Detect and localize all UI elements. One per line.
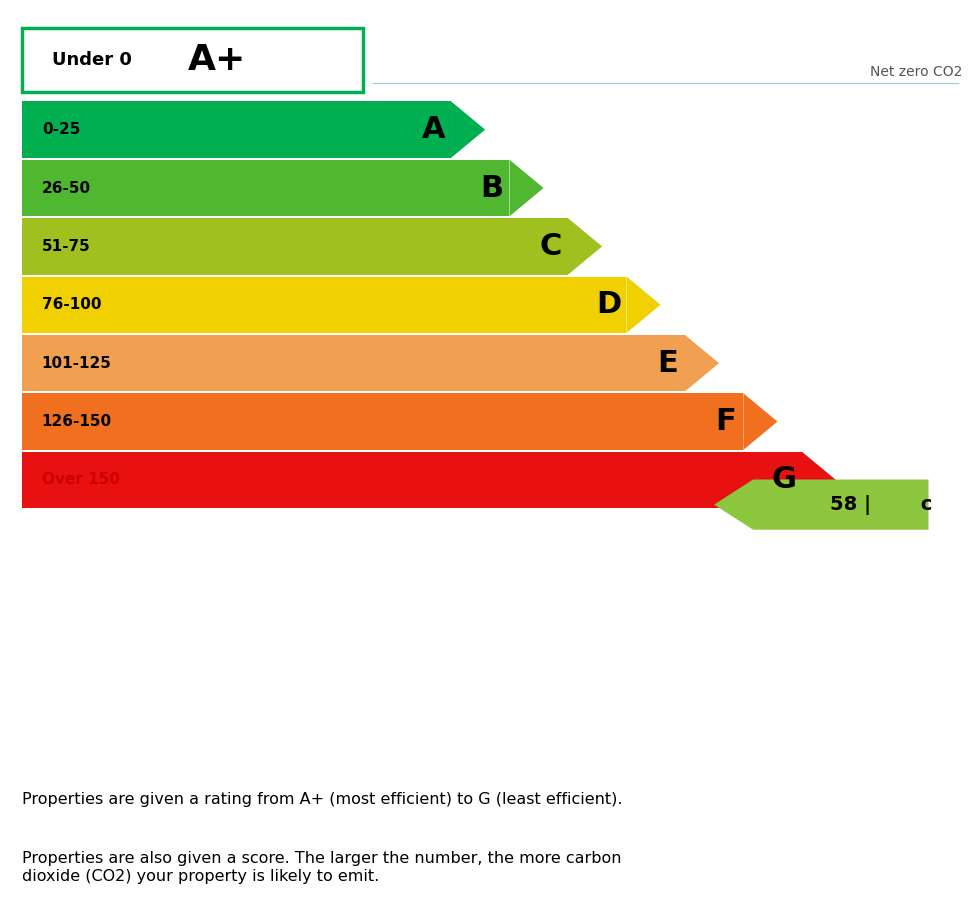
Text: 76-100: 76-100	[42, 297, 101, 312]
Text: Net zero CO2: Net zero CO2	[870, 64, 962, 79]
Text: 126-150: 126-150	[42, 414, 112, 429]
Polygon shape	[685, 335, 719, 391]
Text: C: C	[539, 232, 562, 261]
Polygon shape	[714, 479, 928, 530]
Text: Over 150: Over 150	[42, 473, 120, 487]
Text: 58 |: 58 |	[830, 495, 871, 515]
Polygon shape	[802, 452, 836, 509]
Bar	[23, 452, 802, 509]
Text: D: D	[596, 290, 621, 319]
Text: 51-75: 51-75	[42, 239, 90, 254]
Polygon shape	[451, 101, 485, 158]
Polygon shape	[626, 276, 661, 333]
Bar	[23, 335, 685, 391]
Polygon shape	[510, 160, 544, 217]
Bar	[23, 101, 451, 158]
Bar	[23, 393, 744, 450]
Text: A+: A+	[188, 43, 246, 77]
Text: c: c	[914, 495, 932, 514]
Text: 101-125: 101-125	[42, 355, 112, 371]
Text: G: G	[772, 465, 797, 495]
Text: A: A	[421, 115, 445, 144]
Text: 0-25: 0-25	[42, 122, 80, 137]
Polygon shape	[568, 218, 602, 274]
Bar	[23, 218, 568, 274]
Text: Properties are also given a score. The larger the number, the more carbon
dioxid: Properties are also given a score. The l…	[23, 851, 621, 884]
Bar	[23, 160, 510, 217]
Polygon shape	[744, 393, 777, 450]
Text: Properties are given a rating from A+ (most efficient) to G (least efficient).: Properties are given a rating from A+ (m…	[23, 792, 622, 807]
Text: Under 0: Under 0	[52, 51, 131, 69]
Text: F: F	[715, 407, 736, 436]
Text: 26-50: 26-50	[42, 181, 91, 196]
FancyBboxPatch shape	[23, 28, 364, 92]
Text: E: E	[657, 349, 678, 377]
Bar	[23, 276, 626, 333]
Text: B: B	[480, 174, 504, 203]
